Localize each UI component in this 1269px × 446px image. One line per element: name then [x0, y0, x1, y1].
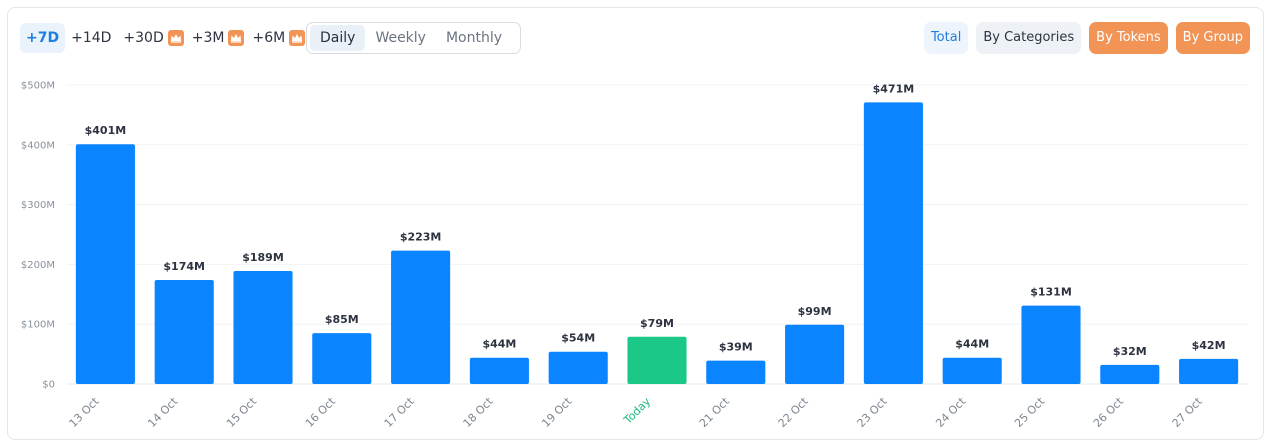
x-tick-label: 21 Oct: [697, 394, 732, 429]
bar-18-oct[interactable]: [469, 357, 529, 384]
crown-icon: [289, 30, 306, 46]
bar-23-oct[interactable]: [863, 102, 923, 384]
x-tick-label: 26 Oct: [1091, 394, 1126, 429]
data-label: $79M: [640, 317, 674, 330]
bar-19-oct[interactable]: [548, 351, 608, 384]
view-button-by-group[interactable]: By Group: [1175, 22, 1250, 54]
x-tick-label: 13 Oct: [67, 394, 102, 429]
x-tick-label: 17 Oct: [382, 394, 417, 429]
bar-26-oct[interactable]: [1100, 364, 1160, 384]
data-label: $44M: [955, 338, 989, 351]
y-tick-label: $300M: [21, 200, 55, 211]
x-tick-label: 18 Oct: [461, 394, 496, 429]
bar-21-oct[interactable]: [706, 360, 766, 384]
bar-25-oct[interactable]: [1021, 305, 1081, 384]
period-toggle: Daily Weekly Monthly: [306, 22, 521, 54]
bar-24-oct[interactable]: [942, 357, 1002, 384]
x-tick-label: 25 Oct: [1012, 394, 1047, 429]
data-label: $174M: [163, 260, 205, 273]
view-mode-selector: Total By Categories By Tokens By Group: [923, 22, 1250, 54]
data-label: $44M: [482, 338, 516, 351]
x-tick-label: 14 Oct: [145, 394, 180, 429]
data-label: $39M: [719, 341, 753, 354]
range-button-3m[interactable]: +3M: [186, 23, 247, 53]
data-label: $42M: [1192, 339, 1226, 352]
x-tick-label: 22 Oct: [776, 394, 811, 429]
x-tick-label: 16 Oct: [303, 394, 338, 429]
range-button-30d[interactable]: +30D: [117, 23, 185, 53]
bar-today[interactable]: [627, 336, 687, 384]
data-label: $85M: [325, 313, 359, 326]
crown-icon: [167, 30, 184, 46]
x-tick-label: 19 Oct: [539, 394, 574, 429]
x-tick-label: 24 Oct: [933, 394, 968, 429]
data-label: $32M: [1113, 345, 1147, 358]
bar-16-oct[interactable]: [312, 333, 372, 384]
y-tick-label: $500M: [21, 81, 55, 92]
range-button-label: +7D: [26, 30, 60, 46]
y-tick-label: $100M: [21, 320, 55, 331]
data-label: $54M: [561, 332, 595, 345]
y-tick-label: $200M: [21, 260, 55, 271]
y-tick-label: $0: [42, 380, 55, 391]
data-label: $471M: [873, 82, 915, 95]
range-button-label: +6M: [252, 30, 286, 46]
x-tick-label: 15 Oct: [224, 394, 259, 429]
data-label: $99M: [798, 305, 832, 318]
x-tick-label: Today: [621, 395, 654, 428]
range-button-6m[interactable]: +6M: [246, 23, 307, 53]
bar-13-oct[interactable]: [75, 144, 135, 384]
range-button-label: +30D: [123, 30, 164, 46]
period-button-monthly[interactable]: Monthly: [445, 30, 503, 46]
data-label: $131M: [1030, 286, 1072, 299]
x-tick-label: 27 Oct: [1170, 394, 1205, 429]
view-button-total[interactable]: Total: [923, 22, 969, 54]
crown-icon: [228, 30, 245, 46]
x-tick-label: 23 Oct: [855, 394, 890, 429]
data-label: $189M: [242, 251, 284, 264]
period-button-daily[interactable]: Daily: [310, 25, 366, 51]
range-button-label: +14D: [71, 30, 112, 46]
data-label: $401M: [85, 124, 127, 137]
bar-27-oct[interactable]: [1179, 358, 1239, 384]
bar-15-oct[interactable]: [233, 270, 293, 384]
bar-17-oct[interactable]: [391, 250, 451, 384]
view-button-by-categories[interactable]: By Categories: [976, 22, 1082, 54]
time-range-selector: +7D +14D +30D +3M +6M: [20, 23, 307, 53]
period-button-weekly[interactable]: Weekly: [375, 30, 426, 46]
bar-22-oct[interactable]: [785, 324, 845, 384]
view-button-by-tokens[interactable]: By Tokens: [1089, 22, 1168, 54]
data-label: $223M: [400, 231, 442, 244]
range-button-label: +3M: [191, 30, 225, 46]
range-button-14d[interactable]: +14D: [65, 23, 117, 53]
y-tick-label: $400M: [21, 140, 55, 151]
bar-14-oct[interactable]: [154, 279, 214, 384]
range-button-7d[interactable]: +7D: [20, 23, 66, 53]
